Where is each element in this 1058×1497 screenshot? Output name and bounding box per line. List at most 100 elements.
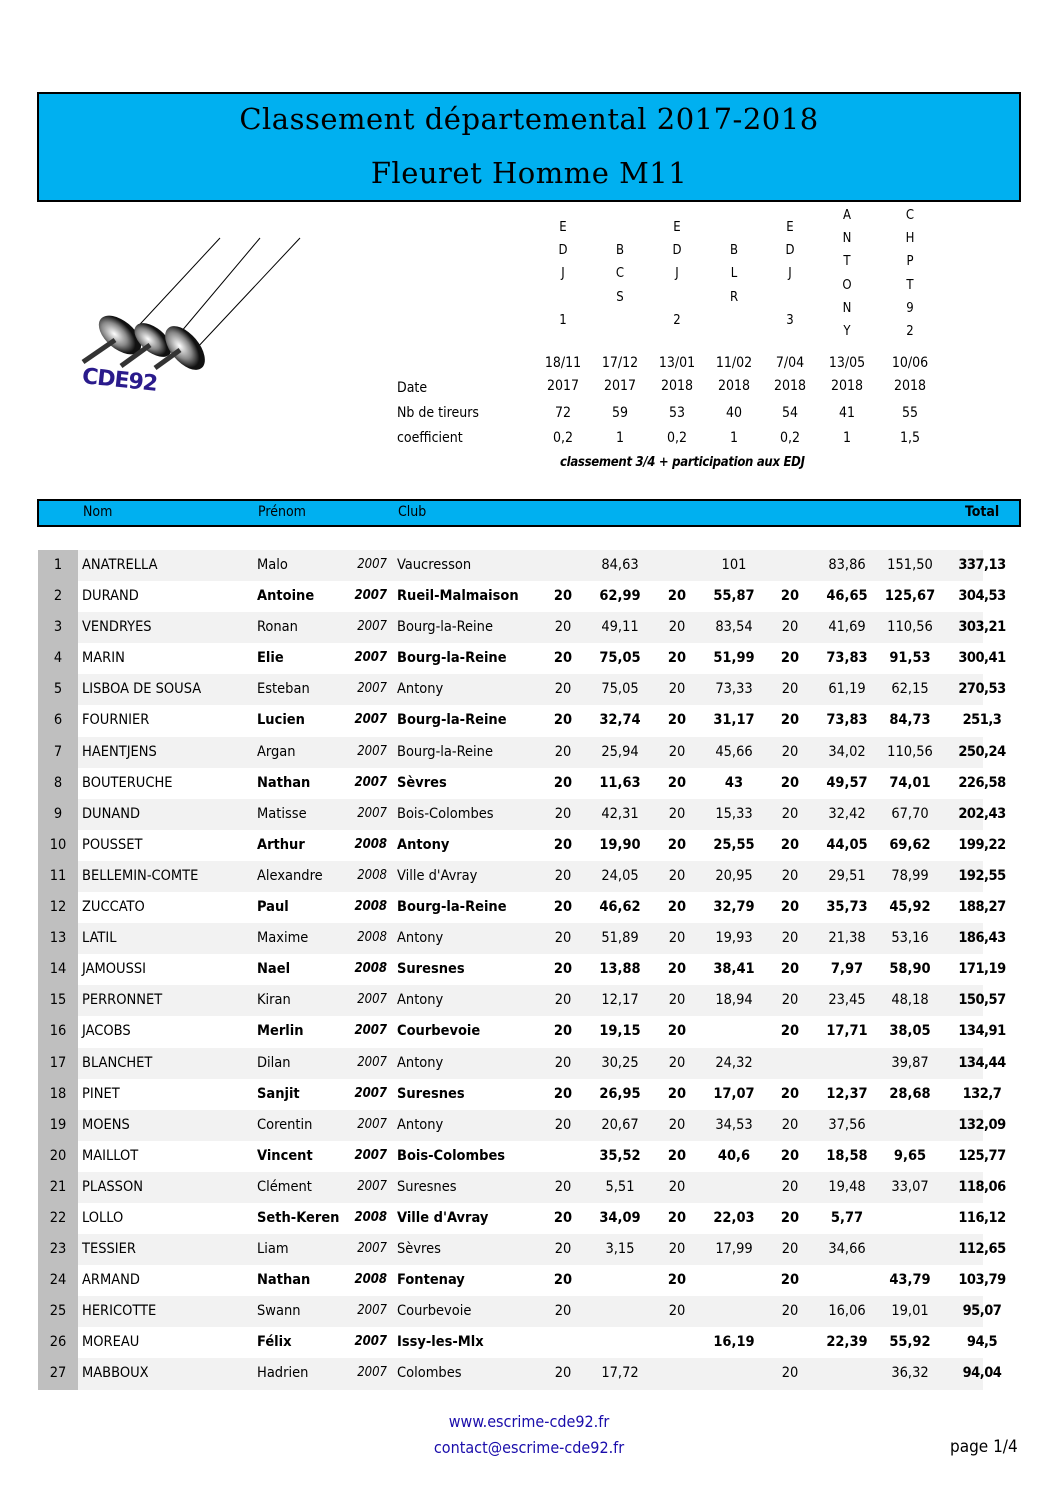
event-code-char: 9 [906, 300, 914, 316]
event-score: 19,15 [599, 1023, 641, 1040]
event-score: 125,67 [884, 588, 936, 605]
event-score: 20 [553, 774, 573, 791]
event-score: 16,06 [828, 1303, 866, 1320]
website-link[interactable]: www.escrime-cde92.fr [448, 1412, 610, 1431]
rank-cell [38, 860, 78, 893]
total: 132,09 [958, 1116, 1006, 1133]
club: Bourg-la-Reine [397, 650, 507, 667]
event-score: 20 [667, 1147, 687, 1164]
total: 188,27 [958, 899, 1006, 916]
prenom: Sanjit [257, 1085, 300, 1102]
table-row: 16 JACOBS Merlin 2007 Courbevoie 20 19,15 20 20 1… [38, 1016, 1018, 1048]
event-score: 20,95 [715, 867, 753, 884]
prenom: Malo [257, 557, 288, 573]
rank: 3 [53, 619, 63, 636]
event-code-char: E [786, 220, 794, 235]
rank: 25 [49, 1303, 67, 1320]
prenom: Paul [257, 899, 289, 916]
event-score: 20 [553, 1272, 573, 1289]
event-code-char: R [729, 289, 739, 305]
event-score: 19,93 [715, 930, 753, 947]
event-score: 20 [781, 681, 799, 698]
rank-cell [38, 736, 78, 768]
rank-cell [38, 1202, 78, 1235]
event-score: 20 [780, 712, 800, 729]
table-row: 23 TESSIER Liam 2007 Sèvres 20 3,15 20 17,99 20 34… [38, 1234, 1018, 1266]
table-row: 27 MABBOUX Hadrien 2007 Colombes 20 17,72 20 36,… [38, 1358, 1018, 1390]
event-year: 2018 [773, 378, 807, 394]
event-score: 20 [667, 712, 687, 729]
event-score: 101 [721, 557, 747, 573]
event-score: 20 [668, 992, 686, 1009]
event-year: 2018 [830, 378, 864, 394]
event-score: 48,18 [891, 992, 929, 1009]
club: Antony [397, 836, 450, 853]
event-code-char: J [561, 266, 565, 282]
event-score: 45,66 [715, 743, 753, 760]
event-score: 20 [553, 712, 573, 729]
event-score: 20 [553, 650, 573, 667]
table-row: 5 LISBOA DE SOUSA Esteban 2007 Antony 20 75,05… [38, 674, 1018, 706]
prenom: Antoine [257, 588, 315, 605]
prenom: Vincent [257, 1147, 313, 1164]
rank: 27 [49, 1365, 67, 1382]
rank-cell [38, 1078, 78, 1110]
event-year: 2018 [893, 378, 927, 394]
rank: 4 [53, 650, 63, 667]
coefficient-label: coefficient [397, 430, 463, 446]
nom: BLANCHET [82, 1054, 153, 1071]
event-score: 44,05 [826, 836, 868, 853]
nom: PLASSON [82, 1178, 143, 1195]
event-score: 18,58 [826, 1147, 868, 1164]
prenom: Argan [257, 743, 296, 760]
event-coefficient: 1 [729, 430, 738, 446]
event-score: 84,73 [889, 712, 931, 729]
table-header: Nom Prénom Club Total [37, 499, 1021, 527]
event-date: 13/01 [658, 355, 696, 371]
event-score: 20 [781, 930, 799, 947]
header-prenom: Prénom [258, 504, 306, 520]
event-score: 20 [668, 1116, 686, 1133]
event-score: 20 [554, 1365, 572, 1382]
rank-cell [38, 1109, 78, 1141]
prenom: Swann [257, 1303, 301, 1320]
table-row: 15 PERRONNET Kiran 2007 Antony 20 12,17 20 18,94… [38, 985, 1018, 1017]
event-score: 32,74 [599, 712, 641, 729]
club: Bois-Colombes [397, 1147, 506, 1164]
event-code-char: 3 [786, 312, 794, 328]
event-score: 20 [781, 1365, 799, 1382]
rank-cell [38, 612, 78, 644]
birth-year: 2007 [357, 1116, 387, 1132]
event-score: 9,65 [893, 1147, 927, 1164]
event-score: 20 [553, 1023, 573, 1040]
event-score: 20 [554, 743, 572, 760]
prenom: Merlin [257, 1023, 304, 1040]
event-score: 46,62 [599, 899, 641, 916]
event-score: 49,57 [826, 774, 868, 791]
event-code-char: D [785, 243, 795, 259]
event-score: 20 [553, 836, 573, 853]
event-code-char [657, 286, 697, 309]
event-score: 20 [781, 619, 799, 636]
nom: ARMAND [82, 1272, 140, 1289]
event-code-char: N [842, 300, 852, 316]
total: 94,04 [962, 1365, 1002, 1382]
nom: BOUTERUCHE [82, 774, 173, 791]
header-total: Total [965, 504, 1000, 520]
email-link[interactable]: contact@escrime-cde92.fr [433, 1438, 625, 1457]
total: 186,43 [958, 930, 1006, 947]
club: Vaucresson [397, 557, 472, 573]
rank: 19 [49, 1116, 67, 1133]
event-score: 38,05 [889, 1023, 931, 1040]
event-score: 91,53 [889, 650, 931, 667]
nom: MABBOUX [82, 1365, 149, 1382]
nom: PERRONNET [82, 992, 163, 1009]
nom: DURAND [82, 588, 139, 605]
event-score: 55,92 [889, 1334, 931, 1351]
event-score: 17,07 [713, 1085, 755, 1102]
event-score: 21,38 [828, 930, 866, 947]
birth-year: 2008 [357, 930, 387, 946]
event-score: 5,77 [830, 1209, 864, 1226]
